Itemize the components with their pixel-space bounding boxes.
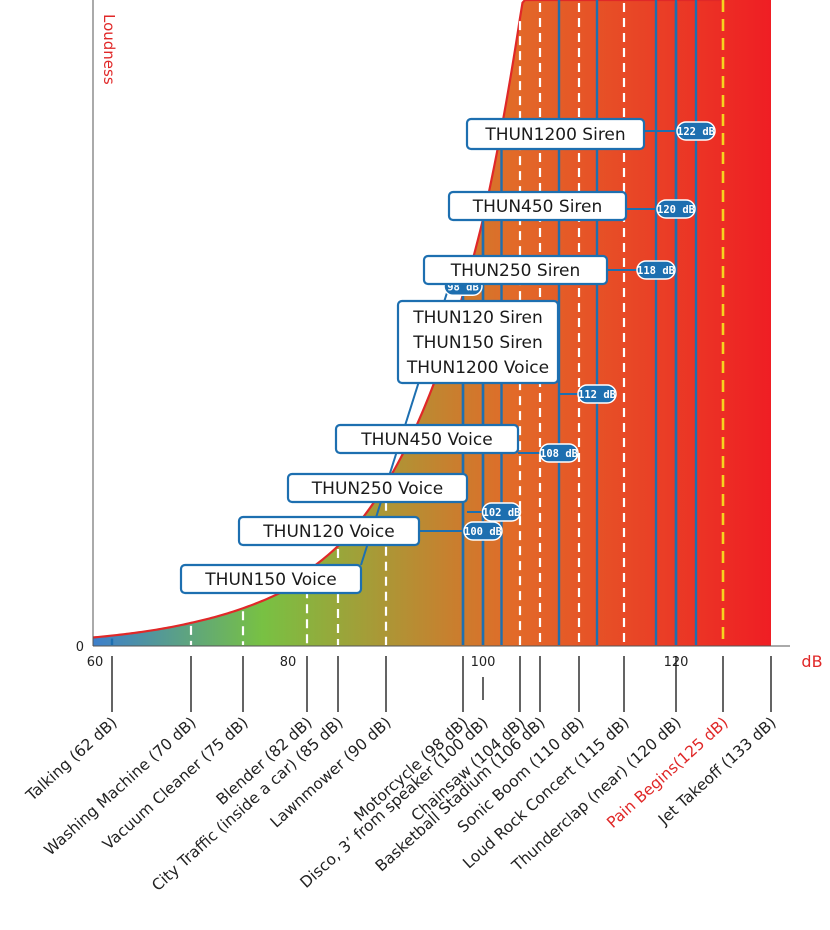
callout-box-3 bbox=[334, 423, 520, 455]
callout-box-1 bbox=[237, 515, 421, 547]
labels-layer: Talking (62 dB)Washing Machine (70 dB)Va… bbox=[22, 656, 780, 895]
callout-text-4-1: THUN150 Siren bbox=[412, 333, 543, 353]
product-callout-1: THUN120 Voice 100 dB bbox=[237, 515, 503, 547]
product-callout-2: THUN250 Voice 102 dB bbox=[286, 472, 522, 522]
axes-layer: Loudness 0 dB bbox=[76, 0, 823, 671]
callout-box-7 bbox=[465, 117, 646, 151]
db-pill-text-4: 112 dB bbox=[578, 389, 616, 401]
product-callout-4: THUN120 Siren THUN150 Siren THUN1200 Voice… bbox=[396, 299, 617, 404]
db-pill-5 bbox=[636, 260, 676, 280]
db-pill-text-7: 122 dB bbox=[677, 126, 715, 138]
db-pill-text-2: 102 dB bbox=[483, 507, 521, 519]
callout-box-0 bbox=[179, 563, 363, 595]
db-pill-1 bbox=[463, 521, 503, 541]
db-pill-text-6: 120 dB bbox=[657, 204, 695, 216]
db-pill-4 bbox=[577, 384, 617, 404]
callout-box-2 bbox=[286, 472, 469, 504]
callout-text-4-2: THUN1200 Voice bbox=[406, 358, 549, 378]
callout-box-4 bbox=[396, 299, 560, 385]
callout-text-2-0: THUN250 Voice bbox=[311, 479, 443, 499]
callout-text-3-0: THUN450 Voice bbox=[360, 430, 492, 450]
db-pill-3 bbox=[539, 443, 579, 463]
db-pill-text-1: 100 dB bbox=[464, 526, 502, 538]
product-callout-6: THUN450 Siren 120 dB bbox=[447, 190, 696, 222]
y-zero-label: 0 bbox=[76, 640, 84, 655]
ticks-layer: 60 80 100 120 bbox=[87, 655, 688, 700]
db-pill-2 bbox=[481, 502, 522, 522]
x-tick-label-0: 60 bbox=[87, 655, 104, 670]
product-callout-7: THUN1200 Siren 122 dB bbox=[465, 117, 716, 151]
callout-text-4-0: THUN120 Siren bbox=[412, 308, 543, 328]
db-pill-7 bbox=[676, 121, 716, 141]
db-pill-text-5: 118 dB bbox=[637, 265, 675, 277]
callout-box-5 bbox=[422, 254, 609, 286]
callout-text-1-0: THUN120 Voice bbox=[262, 522, 394, 542]
db-pill-6 bbox=[656, 199, 696, 219]
db-pill-text-3: 108 dB bbox=[540, 448, 578, 460]
callout-box-6 bbox=[447, 190, 628, 222]
y-axis-label: Loudness bbox=[100, 14, 118, 85]
callout-text-7-0: THUN1200 Siren bbox=[484, 125, 625, 145]
x-tick-label-2: 100 bbox=[471, 655, 496, 670]
product-callout-5: THUN250 Siren 118 dB bbox=[422, 254, 676, 286]
loudness-area bbox=[93, 0, 771, 646]
callout-text-5-0: THUN250 Siren bbox=[450, 261, 581, 281]
x-axis-unit: dB bbox=[801, 652, 822, 671]
product-callout-3: THUN450 Voice 108 dB bbox=[334, 423, 579, 463]
callout-text-6-0: THUN450 Siren bbox=[472, 197, 603, 217]
callout-text-0-0: THUN150 Voice bbox=[204, 570, 336, 590]
x-tick-label-1: 80 bbox=[280, 655, 297, 670]
